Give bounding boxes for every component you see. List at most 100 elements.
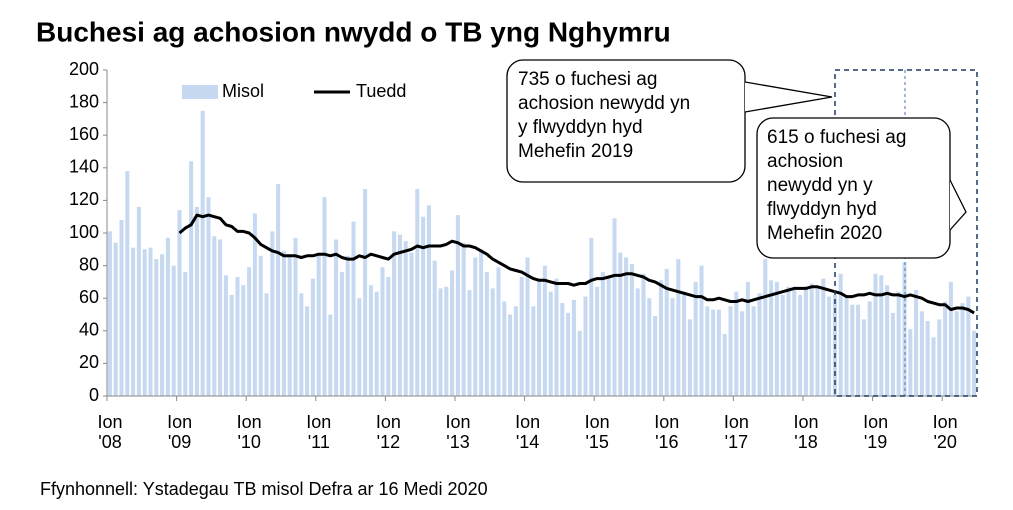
bar (142, 249, 147, 396)
bar (351, 221, 356, 396)
bar (890, 312, 895, 396)
bar (716, 309, 721, 396)
bar (136, 206, 141, 396)
bar (937, 319, 942, 396)
bar (757, 293, 762, 396)
bar (635, 288, 640, 396)
bar (780, 294, 785, 396)
bar (171, 265, 176, 396)
bar (502, 301, 507, 396)
bar (786, 286, 791, 396)
bar (525, 257, 530, 396)
x-tick-label: Ion '09 (167, 412, 193, 452)
x-tick-label: Ion '13 (445, 412, 471, 452)
bar (444, 286, 449, 396)
bar (844, 294, 849, 396)
x-tick-label: Ion '08 (97, 412, 123, 452)
bar (206, 197, 211, 396)
bar (235, 277, 240, 396)
bar (461, 242, 466, 396)
bar (241, 285, 246, 396)
bar (548, 291, 553, 396)
bar (380, 267, 385, 396)
bar (670, 298, 675, 396)
bar (287, 255, 292, 396)
bar (711, 309, 716, 396)
bar (305, 306, 310, 396)
y-tick-label: 40 (79, 320, 99, 340)
bar (705, 306, 710, 396)
bar (821, 278, 826, 396)
bar (664, 268, 669, 396)
bar (258, 255, 263, 396)
bar (467, 290, 472, 396)
bar (496, 267, 501, 396)
x-tick-label: Ion '16 (654, 412, 680, 452)
bar (734, 291, 739, 396)
bar (513, 306, 518, 396)
y-tick-label: 180 (69, 91, 99, 111)
bar (177, 210, 182, 396)
bar (566, 312, 571, 396)
bar (908, 329, 913, 396)
x-tick-label: Ion '11 (306, 412, 332, 452)
y-tick-label: 20 (79, 352, 99, 372)
bar (148, 247, 153, 396)
x-tick-label: Ion '18 (793, 412, 819, 452)
bar (931, 337, 936, 396)
y-tick-label: 100 (69, 222, 99, 242)
bar (879, 275, 884, 396)
bar (972, 330, 977, 396)
bar (345, 255, 350, 396)
bar (861, 319, 866, 396)
bar (368, 285, 373, 396)
bar (212, 236, 217, 396)
bar (960, 303, 965, 396)
bar (247, 267, 252, 396)
bar (537, 278, 542, 396)
bar (542, 265, 547, 396)
bar (763, 259, 768, 396)
bar (154, 259, 159, 396)
bar (339, 272, 344, 396)
callout (506, 59, 746, 183)
bar (299, 293, 304, 396)
bar (473, 257, 478, 396)
callout-tail (949, 179, 967, 231)
bar (252, 213, 257, 396)
bar (450, 270, 455, 396)
bar (809, 283, 814, 396)
bar (885, 285, 890, 396)
bar (856, 304, 861, 396)
callout-tail (745, 82, 832, 112)
x-tick-label: Ion '10 (236, 412, 262, 452)
bar (919, 311, 924, 396)
bar (629, 263, 634, 396)
y-tick-label: 80 (79, 254, 99, 274)
bar (200, 110, 205, 396)
legend-label: Tuedd (356, 81, 406, 101)
bar (160, 254, 165, 396)
bar (438, 288, 443, 396)
bar (490, 288, 495, 396)
bar (641, 273, 646, 396)
bar (403, 241, 408, 396)
legend-label: Misol (222, 81, 264, 101)
bar (589, 237, 594, 396)
bar (571, 299, 576, 396)
bar (131, 247, 136, 396)
bar (792, 288, 797, 396)
bar (554, 278, 559, 396)
annotation: 735 o fuchesi ag achosion newydd yn y fl… (518, 69, 691, 162)
bar (943, 301, 948, 396)
bar (600, 272, 605, 396)
bar (276, 184, 281, 396)
bar (119, 219, 124, 396)
bar (334, 239, 339, 396)
bar (699, 265, 704, 396)
bar (392, 231, 397, 396)
bar (618, 252, 623, 396)
x-tick-label: Ion '12 (375, 412, 401, 452)
bar (914, 290, 919, 396)
